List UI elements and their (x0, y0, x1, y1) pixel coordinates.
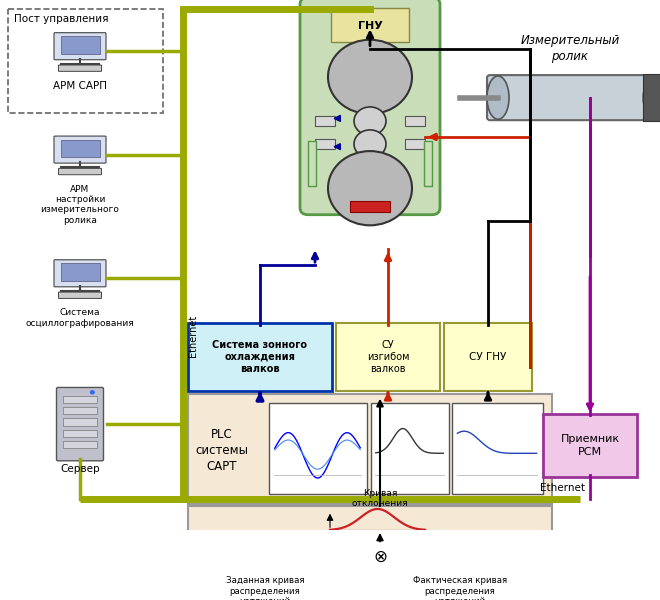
FancyBboxPatch shape (59, 292, 102, 298)
Text: АРМ САРП: АРМ САРП (53, 81, 107, 91)
Circle shape (354, 107, 386, 135)
FancyBboxPatch shape (54, 32, 106, 60)
FancyBboxPatch shape (61, 36, 100, 54)
FancyBboxPatch shape (444, 323, 532, 391)
FancyBboxPatch shape (315, 139, 335, 149)
Text: PLC
системы
САРТ: PLC системы САРТ (195, 428, 249, 473)
Text: Система зонного
охлаждения
валков: Система зонного охлаждения валков (213, 340, 308, 374)
FancyBboxPatch shape (61, 263, 100, 281)
FancyBboxPatch shape (424, 142, 432, 185)
FancyBboxPatch shape (487, 75, 658, 120)
FancyBboxPatch shape (269, 403, 366, 494)
FancyBboxPatch shape (188, 394, 552, 503)
Circle shape (354, 130, 386, 158)
Text: Кривая
отклонения: Кривая отклонения (352, 488, 409, 508)
FancyBboxPatch shape (350, 202, 390, 212)
Text: ⊗: ⊗ (373, 548, 387, 566)
Text: Пост управления: Пост управления (14, 14, 108, 24)
Text: Приемник
РСМ: Приемник РСМ (560, 434, 620, 457)
Text: СУ
изгибом
валков: СУ изгибом валков (367, 340, 409, 374)
Text: Заданная кривая
распределения
натяжений: Заданная кривая распределения натяжений (226, 576, 304, 600)
FancyBboxPatch shape (54, 136, 106, 163)
Text: Система
осциллографирования: Система осциллографирования (26, 308, 135, 328)
FancyBboxPatch shape (451, 403, 543, 494)
FancyBboxPatch shape (59, 169, 102, 175)
FancyBboxPatch shape (63, 407, 97, 414)
Circle shape (366, 544, 394, 569)
FancyBboxPatch shape (63, 396, 97, 403)
Ellipse shape (643, 80, 659, 116)
Text: ГНУ: ГНУ (358, 20, 382, 31)
Text: АРМ
настройки
измерительного
ролика: АРМ настройки измерительного ролика (40, 185, 119, 225)
FancyBboxPatch shape (308, 142, 316, 185)
FancyBboxPatch shape (188, 506, 552, 600)
FancyBboxPatch shape (54, 260, 106, 287)
Ellipse shape (487, 76, 509, 119)
FancyBboxPatch shape (370, 403, 449, 494)
Text: Ethernet: Ethernet (540, 483, 585, 493)
FancyBboxPatch shape (300, 0, 440, 215)
Text: Сервер: Сервер (60, 464, 100, 474)
FancyBboxPatch shape (405, 116, 425, 127)
Text: Ethernet: Ethernet (188, 314, 198, 357)
FancyBboxPatch shape (315, 116, 335, 127)
FancyBboxPatch shape (331, 8, 409, 41)
FancyBboxPatch shape (63, 430, 97, 437)
FancyBboxPatch shape (57, 388, 104, 461)
Text: Фактическая кривая
распределения
натяжений: Фактическая кривая распределения натяжен… (413, 576, 507, 600)
FancyBboxPatch shape (63, 441, 97, 448)
Text: Измерительный
ролик: Измерительный ролик (520, 34, 620, 62)
FancyBboxPatch shape (188, 323, 332, 391)
Circle shape (328, 151, 412, 226)
Circle shape (328, 40, 412, 114)
FancyBboxPatch shape (61, 140, 100, 157)
FancyBboxPatch shape (405, 139, 425, 149)
Circle shape (90, 390, 95, 395)
Text: СУ ГНУ: СУ ГНУ (469, 352, 507, 362)
FancyBboxPatch shape (59, 65, 102, 71)
FancyBboxPatch shape (643, 74, 660, 121)
FancyBboxPatch shape (336, 323, 440, 391)
FancyBboxPatch shape (543, 413, 637, 477)
FancyBboxPatch shape (63, 418, 97, 425)
